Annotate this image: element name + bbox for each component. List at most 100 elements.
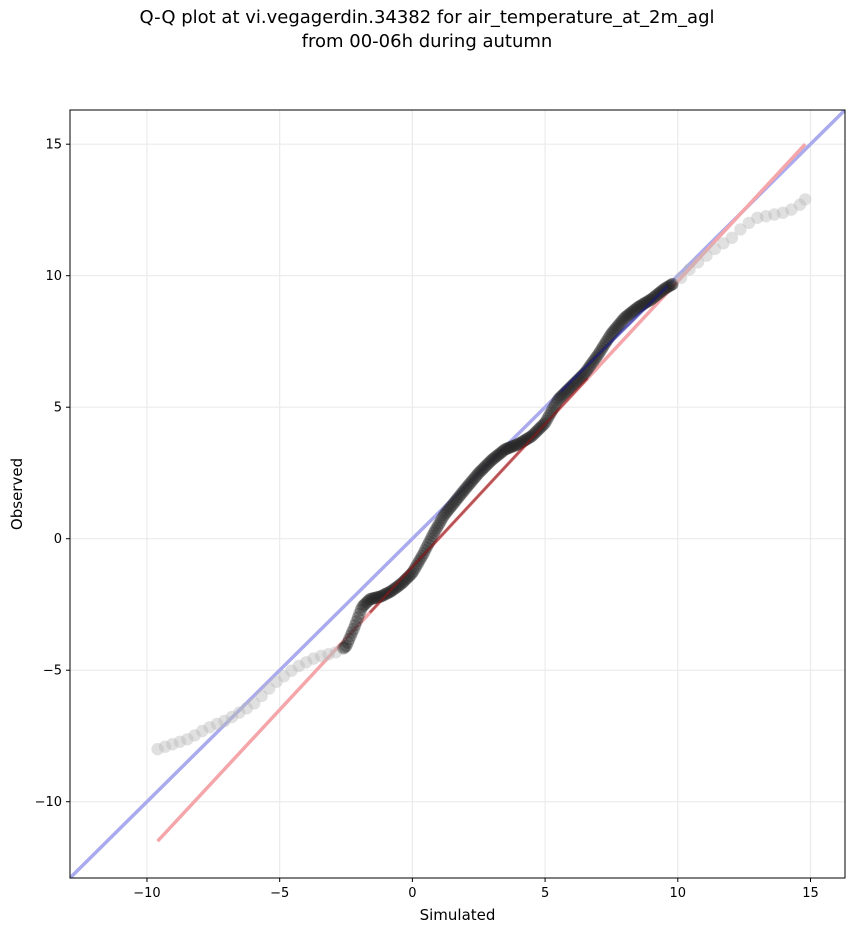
qq-point <box>357 599 370 612</box>
x-tick-label: 0 <box>408 886 416 901</box>
y-tick-label: −10 <box>35 795 62 810</box>
qq-point <box>196 724 209 738</box>
x-tick-label: 15 <box>802 886 819 901</box>
points-layer <box>151 193 812 756</box>
qq-point <box>443 501 457 515</box>
qq-point <box>386 583 400 597</box>
qq-point <box>420 541 433 554</box>
qq-point <box>640 295 654 309</box>
qq-point <box>436 511 449 524</box>
qq-point <box>410 559 423 573</box>
qq-point <box>525 430 538 443</box>
qq-point <box>437 509 451 522</box>
qq-point <box>751 211 764 224</box>
qq-point <box>526 428 540 441</box>
qq-point <box>691 256 705 269</box>
qq-point <box>166 738 179 751</box>
qq-point <box>359 597 372 610</box>
qq-point <box>556 389 569 402</box>
qq-point <box>343 633 356 646</box>
qq-point <box>626 305 639 318</box>
qq-point <box>480 459 493 472</box>
qq-point <box>426 529 439 542</box>
qq-point <box>643 294 657 307</box>
qq-point <box>470 469 483 483</box>
qq-point <box>623 307 636 321</box>
qq-point <box>586 355 600 368</box>
qq-point <box>785 203 798 216</box>
qq-point <box>503 441 516 454</box>
qq-point <box>322 648 335 661</box>
fit-line-overlay <box>368 377 589 614</box>
qq-point <box>461 480 474 493</box>
qq-point <box>467 473 480 486</box>
qq-point <box>429 524 442 537</box>
qq-point <box>551 393 565 407</box>
qq-point <box>776 206 790 219</box>
qq-point <box>458 483 471 497</box>
grid-layer <box>70 110 845 878</box>
qq-point <box>350 615 363 628</box>
qq-point <box>642 294 655 308</box>
qq-point <box>240 702 253 715</box>
qq-point <box>442 503 455 516</box>
qq-point <box>521 432 534 445</box>
qq-point <box>524 430 537 444</box>
qq-point <box>618 311 632 324</box>
qq-point <box>454 489 467 502</box>
qq-point <box>472 466 486 479</box>
qq-point <box>597 340 610 353</box>
qq-point <box>363 593 376 606</box>
qq-point <box>471 468 484 481</box>
qq-point <box>620 310 633 323</box>
qq-point <box>494 446 508 459</box>
qq-point <box>585 357 598 370</box>
qq-point <box>181 733 194 746</box>
qq-point <box>553 392 566 405</box>
qq-point <box>292 659 305 673</box>
qq-point <box>448 496 461 509</box>
qq-point <box>630 302 643 315</box>
qq-point <box>427 526 441 540</box>
x-tick-label: −10 <box>133 886 160 901</box>
y-tick-label: 10 <box>45 269 62 284</box>
qq-point <box>248 697 261 710</box>
qq-point <box>486 453 499 466</box>
chart-title: Q-Q plot at vi.vegagerdin.34382 for air_… <box>0 6 854 54</box>
qq-point <box>477 462 490 475</box>
qq-point <box>464 476 477 490</box>
qq-point <box>611 319 624 333</box>
qq-point <box>506 440 519 453</box>
qq-point <box>491 448 505 462</box>
qq-point <box>512 437 525 451</box>
qq-point <box>449 494 462 507</box>
qq-point <box>614 316 627 329</box>
qq-point <box>233 706 246 719</box>
qq-point <box>505 440 518 454</box>
qq-point <box>462 478 476 491</box>
qq-point <box>700 249 713 262</box>
qq-point <box>459 481 473 495</box>
chart-title-line-2: from 00-06h during autumn <box>301 31 553 52</box>
qq-point <box>583 359 597 372</box>
qq-point <box>351 611 365 624</box>
qq-point <box>595 342 608 356</box>
qq-point <box>433 516 446 530</box>
qq-point <box>468 471 481 484</box>
plot-frame <box>69 109 846 879</box>
qq-point <box>348 619 362 632</box>
qq-point <box>364 592 378 606</box>
qq-point <box>497 444 511 457</box>
x-tick-label: 5 <box>541 886 549 901</box>
qq-point <box>613 318 626 331</box>
qq-point <box>665 278 678 291</box>
qq-point <box>481 457 495 471</box>
qq-point <box>734 223 747 236</box>
x-tick-label: −5 <box>270 886 289 901</box>
qq-point <box>188 729 201 742</box>
qq-point <box>598 338 611 351</box>
qq-point <box>432 519 445 532</box>
qq-point <box>674 271 688 284</box>
qq-point <box>487 452 500 465</box>
qq-point <box>768 208 781 221</box>
